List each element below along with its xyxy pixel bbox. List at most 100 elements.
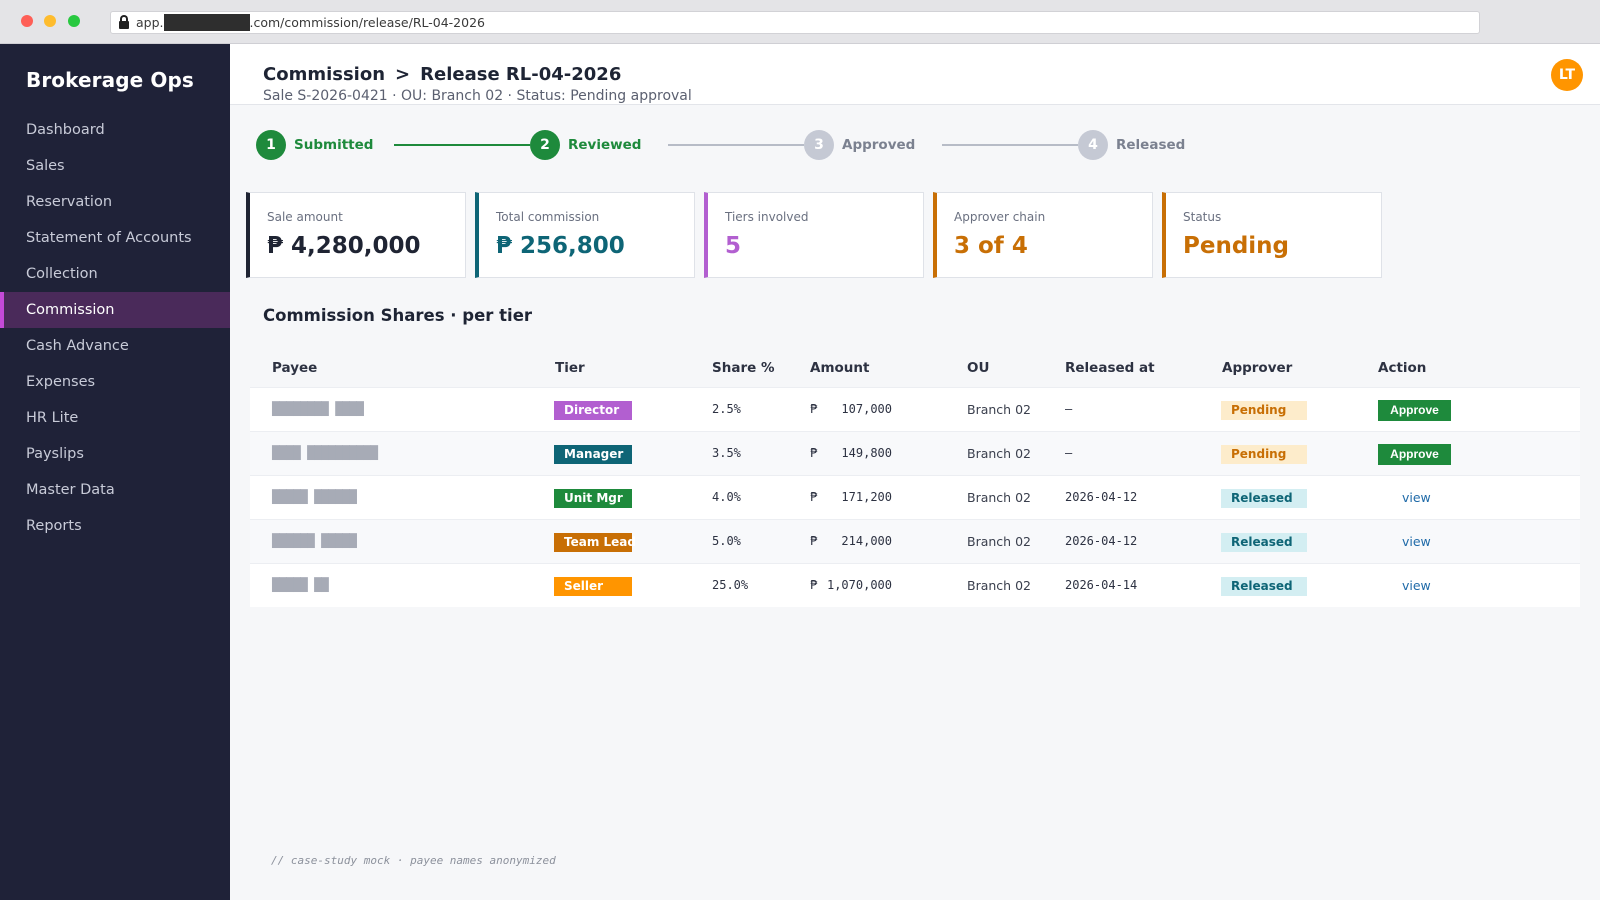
sidebar: Brokerage Ops Dashboard Sales Reservation S… (0, 44, 230, 900)
table-row: ██████ █████ Team Lead 5.0% ₱ 214,000 Branch … (250, 519, 1580, 563)
stat-value: ₱ 4,280,000 (267, 233, 421, 259)
table-row: ████ ██████████ Manager 3.5% ₱ 149,800 Branch… (250, 431, 1580, 475)
share-percent: 25.0% (712, 578, 749, 592)
ou-value: Branch 02 (967, 402, 1031, 417)
brand-title: Brokerage Ops (26, 68, 194, 92)
sidebar-item-reservation[interactable]: Reservation (26, 194, 113, 210)
released-at: 2026-04-12 (1065, 490, 1138, 504)
sidebar-item-hr-lite[interactable]: HR Lite (26, 410, 79, 426)
amount-value: 171,200 (841, 490, 892, 504)
step-connector (668, 144, 804, 146)
approver-status-badge: Released (1221, 533, 1307, 552)
sidebar-item-statement-of-accounts[interactable]: Statement of Accounts (26, 230, 192, 246)
table-header: Payee Tier Share % Amount OU Released at Appro… (250, 349, 1580, 387)
sidebar-item-sales[interactable]: Sales (26, 158, 65, 174)
user-avatar[interactable]: LT (1551, 59, 1583, 91)
amount-value: 1,070,000 (826, 578, 892, 592)
currency-symbol: ₱ (810, 534, 818, 548)
page-subtitle: Sale S-2026-0421 · OU: Branch 02 · Statu… (263, 88, 692, 104)
step-label: Approved (842, 137, 916, 153)
amount-value: 107,000 (841, 402, 892, 416)
breadcrumb-parent[interactable]: Commission (263, 64, 386, 85)
share-percent: 2.5% (712, 402, 741, 416)
currency-symbol: ₱ (810, 490, 818, 504)
tier-badge: Director (554, 401, 632, 420)
step-label: Submitted (294, 137, 374, 153)
share-percent: 5.0% (712, 534, 741, 548)
sidebar-item-expenses[interactable]: Expenses (26, 374, 96, 390)
minimize-window-button[interactable] (44, 15, 56, 27)
approver-status-badge: Released (1221, 489, 1307, 508)
table-row: █████ ██████ Unit Mgr 4.0% ₱ 171,200 Branch 0… (250, 475, 1580, 519)
tier-badge: Unit Mgr (554, 489, 632, 508)
stat-card-status: Status Pending (1162, 192, 1382, 278)
step-number: 4 (1078, 130, 1108, 160)
sidebar-item-reports[interactable]: Reports (26, 518, 82, 534)
close-window-button[interactable] (21, 15, 33, 27)
stat-label: Total commission (496, 210, 600, 224)
step-label: Reviewed (568, 137, 642, 153)
stat-label: Sale amount (267, 210, 343, 224)
stat-value: 5 (725, 233, 742, 259)
payee-name-redacted: █████ ██████ (272, 489, 357, 504)
payee-name-redacted: ████ ██████████ (272, 445, 378, 460)
column-header-share[interactable]: Share % (712, 360, 775, 376)
column-header-amount[interactable]: Amount (810, 360, 870, 376)
view-link[interactable]: view (1402, 578, 1431, 593)
payee-name-redacted: ████████ ████ (272, 401, 364, 416)
tier-badge: Manager (554, 445, 632, 464)
column-header-action[interactable]: Action (1378, 360, 1427, 376)
browser-chrome: app. .com/commission/release/RL-04-2026 (0, 0, 1600, 44)
stat-value: 3 of 4 (954, 233, 1028, 259)
column-header-payee[interactable]: Payee (272, 360, 318, 376)
step-number: 3 (804, 130, 834, 160)
tier-badge: Seller (554, 577, 632, 596)
section-title: Commission Shares · per tier (263, 306, 533, 325)
approver-status-badge: Pending (1221, 401, 1307, 420)
page-header: Commission > Release RL-04-2026 Sale S-202… (230, 44, 1600, 105)
url-suffix: .com/commission/release/RL-04-2026 (249, 15, 485, 30)
sidebar-nav: Dashboard Sales Reservation Statement of Ac… (0, 112, 230, 544)
released-at: — (1065, 446, 1073, 460)
tier-badge: Team Lead (554, 533, 636, 552)
sidebar-item-collection[interactable]: Collection (26, 266, 98, 282)
ou-value: Branch 02 (967, 490, 1031, 505)
currency-symbol: ₱ (810, 446, 818, 460)
table-row: ████████ ████ Director 2.5% ₱ 107,000 Branch … (250, 387, 1580, 431)
ou-value: Branch 02 (967, 534, 1031, 549)
sidebar-item-payslips[interactable]: Payslips (26, 446, 84, 462)
maximize-window-button[interactable] (68, 15, 80, 27)
table-body: ████████ ████ Director 2.5% ₱ 107,000 Branch … (250, 387, 1580, 607)
table-row: █████ ██ Seller 25.0% ₱ 1,070,000 Branch 02 20… (250, 563, 1580, 607)
sidebar-item-dashboard[interactable]: Dashboard (26, 122, 105, 138)
step-connector (394, 144, 530, 146)
stat-value: Pending (1183, 233, 1290, 259)
url-prefix: app. (136, 15, 164, 30)
amount-value: 149,800 (841, 446, 892, 460)
stat-label: Status (1183, 210, 1222, 224)
sidebar-item-master-data[interactable]: Master Data (26, 482, 115, 498)
approve-button[interactable]: Approve (1378, 400, 1451, 421)
view-link[interactable]: view (1402, 490, 1431, 505)
stat-label: Approver chain (954, 210, 1046, 224)
column-header-ou[interactable]: OU (967, 360, 990, 376)
breadcrumb: Commission > Release RL-04-2026 (263, 64, 621, 85)
stat-card-approver-chain: Approver chain 3 of 4 (933, 192, 1153, 278)
step-label: Released (1116, 137, 1186, 153)
column-header-approver[interactable]: Approver (1222, 360, 1293, 376)
ou-value: Branch 02 (967, 578, 1031, 593)
column-header-released-at[interactable]: Released at (1065, 360, 1155, 376)
address-bar[interactable]: app. .com/commission/release/RL-04-2026 (110, 11, 1480, 34)
ou-value: Branch 02 (967, 446, 1031, 461)
main-content: Commission > Release RL-04-2026 Sale S-202… (230, 44, 1600, 900)
amount-value: 214,000 (841, 534, 892, 548)
approver-status-badge: Released (1221, 577, 1307, 596)
released-at: 2026-04-12 (1065, 534, 1138, 548)
column-header-tier[interactable]: Tier (555, 360, 585, 376)
sidebar-item-commission[interactable]: Commission (0, 292, 230, 328)
sidebar-item-cash-advance[interactable]: Cash Advance (26, 338, 129, 354)
currency-symbol: ₱ (810, 578, 818, 592)
view-link[interactable]: view (1402, 534, 1431, 549)
commission-table: Payee Tier Share % Amount OU Released at Appro… (250, 349, 1580, 607)
approve-button[interactable]: Approve (1378, 444, 1451, 465)
